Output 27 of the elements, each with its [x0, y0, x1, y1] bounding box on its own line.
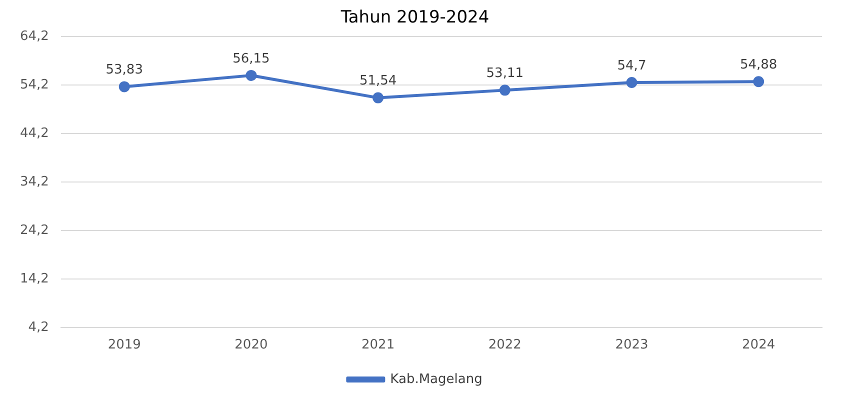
x-tick-label: 2019: [108, 338, 141, 353]
data-label: 54,7: [617, 58, 646, 74]
data-label: 51,54: [359, 74, 397, 89]
y-tick-label: 34,2: [20, 174, 49, 190]
legend-label: Kab.Magelang: [390, 372, 482, 387]
data-label: 53,11: [486, 66, 524, 82]
y-tick-label: 24,2: [20, 222, 49, 238]
x-tick-label: 2021: [362, 338, 395, 353]
x-tick-label: 2023: [615, 338, 648, 353]
data-label: 54,88: [740, 57, 778, 72]
point: [372, 92, 384, 104]
y-tick-label: 44,2: [20, 126, 49, 141]
x-tick-label: 2022: [488, 338, 522, 353]
y-tick-label: 54,2: [20, 77, 49, 92]
x-tick-label: 2020: [234, 338, 268, 353]
chart-title: Tahun 2019-2024: [340, 8, 490, 28]
y-tick-label: 4,2: [28, 320, 49, 335]
y-tick-label: 14,2: [20, 271, 49, 286]
y-tick-label: 64,2: [20, 28, 49, 44]
point: [499, 84, 510, 96]
point: [118, 81, 130, 92]
point: [246, 70, 257, 81]
data-label: 53,83: [106, 62, 143, 78]
point: [626, 76, 638, 88]
x-tick-label: 2024: [742, 338, 776, 353]
data-label: 56,15: [232, 51, 270, 66]
point: [753, 76, 764, 88]
